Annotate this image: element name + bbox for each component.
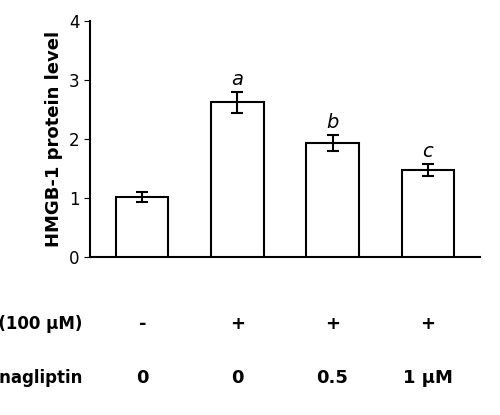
Text: +: +: [230, 315, 245, 333]
Text: c: c: [422, 142, 433, 161]
Text: a: a: [232, 70, 243, 89]
Bar: [306, 143, 358, 257]
Text: +: +: [325, 315, 340, 333]
Text: +: +: [420, 315, 435, 333]
Text: 0: 0: [136, 369, 148, 387]
Bar: [116, 197, 168, 257]
Text: 1 μM: 1 μM: [402, 369, 452, 387]
Bar: [212, 103, 264, 257]
Bar: [402, 170, 454, 257]
Text: anagliptin: anagliptin: [0, 369, 82, 387]
Y-axis label: HMGB-1 protein level: HMGB-1 protein level: [46, 31, 64, 247]
Text: -: -: [138, 315, 146, 333]
Text: H₂O₂ (100 μM): H₂O₂ (100 μM): [0, 315, 82, 333]
Text: 0: 0: [231, 369, 243, 387]
Text: 0.5: 0.5: [316, 369, 348, 387]
Text: b: b: [326, 113, 338, 132]
